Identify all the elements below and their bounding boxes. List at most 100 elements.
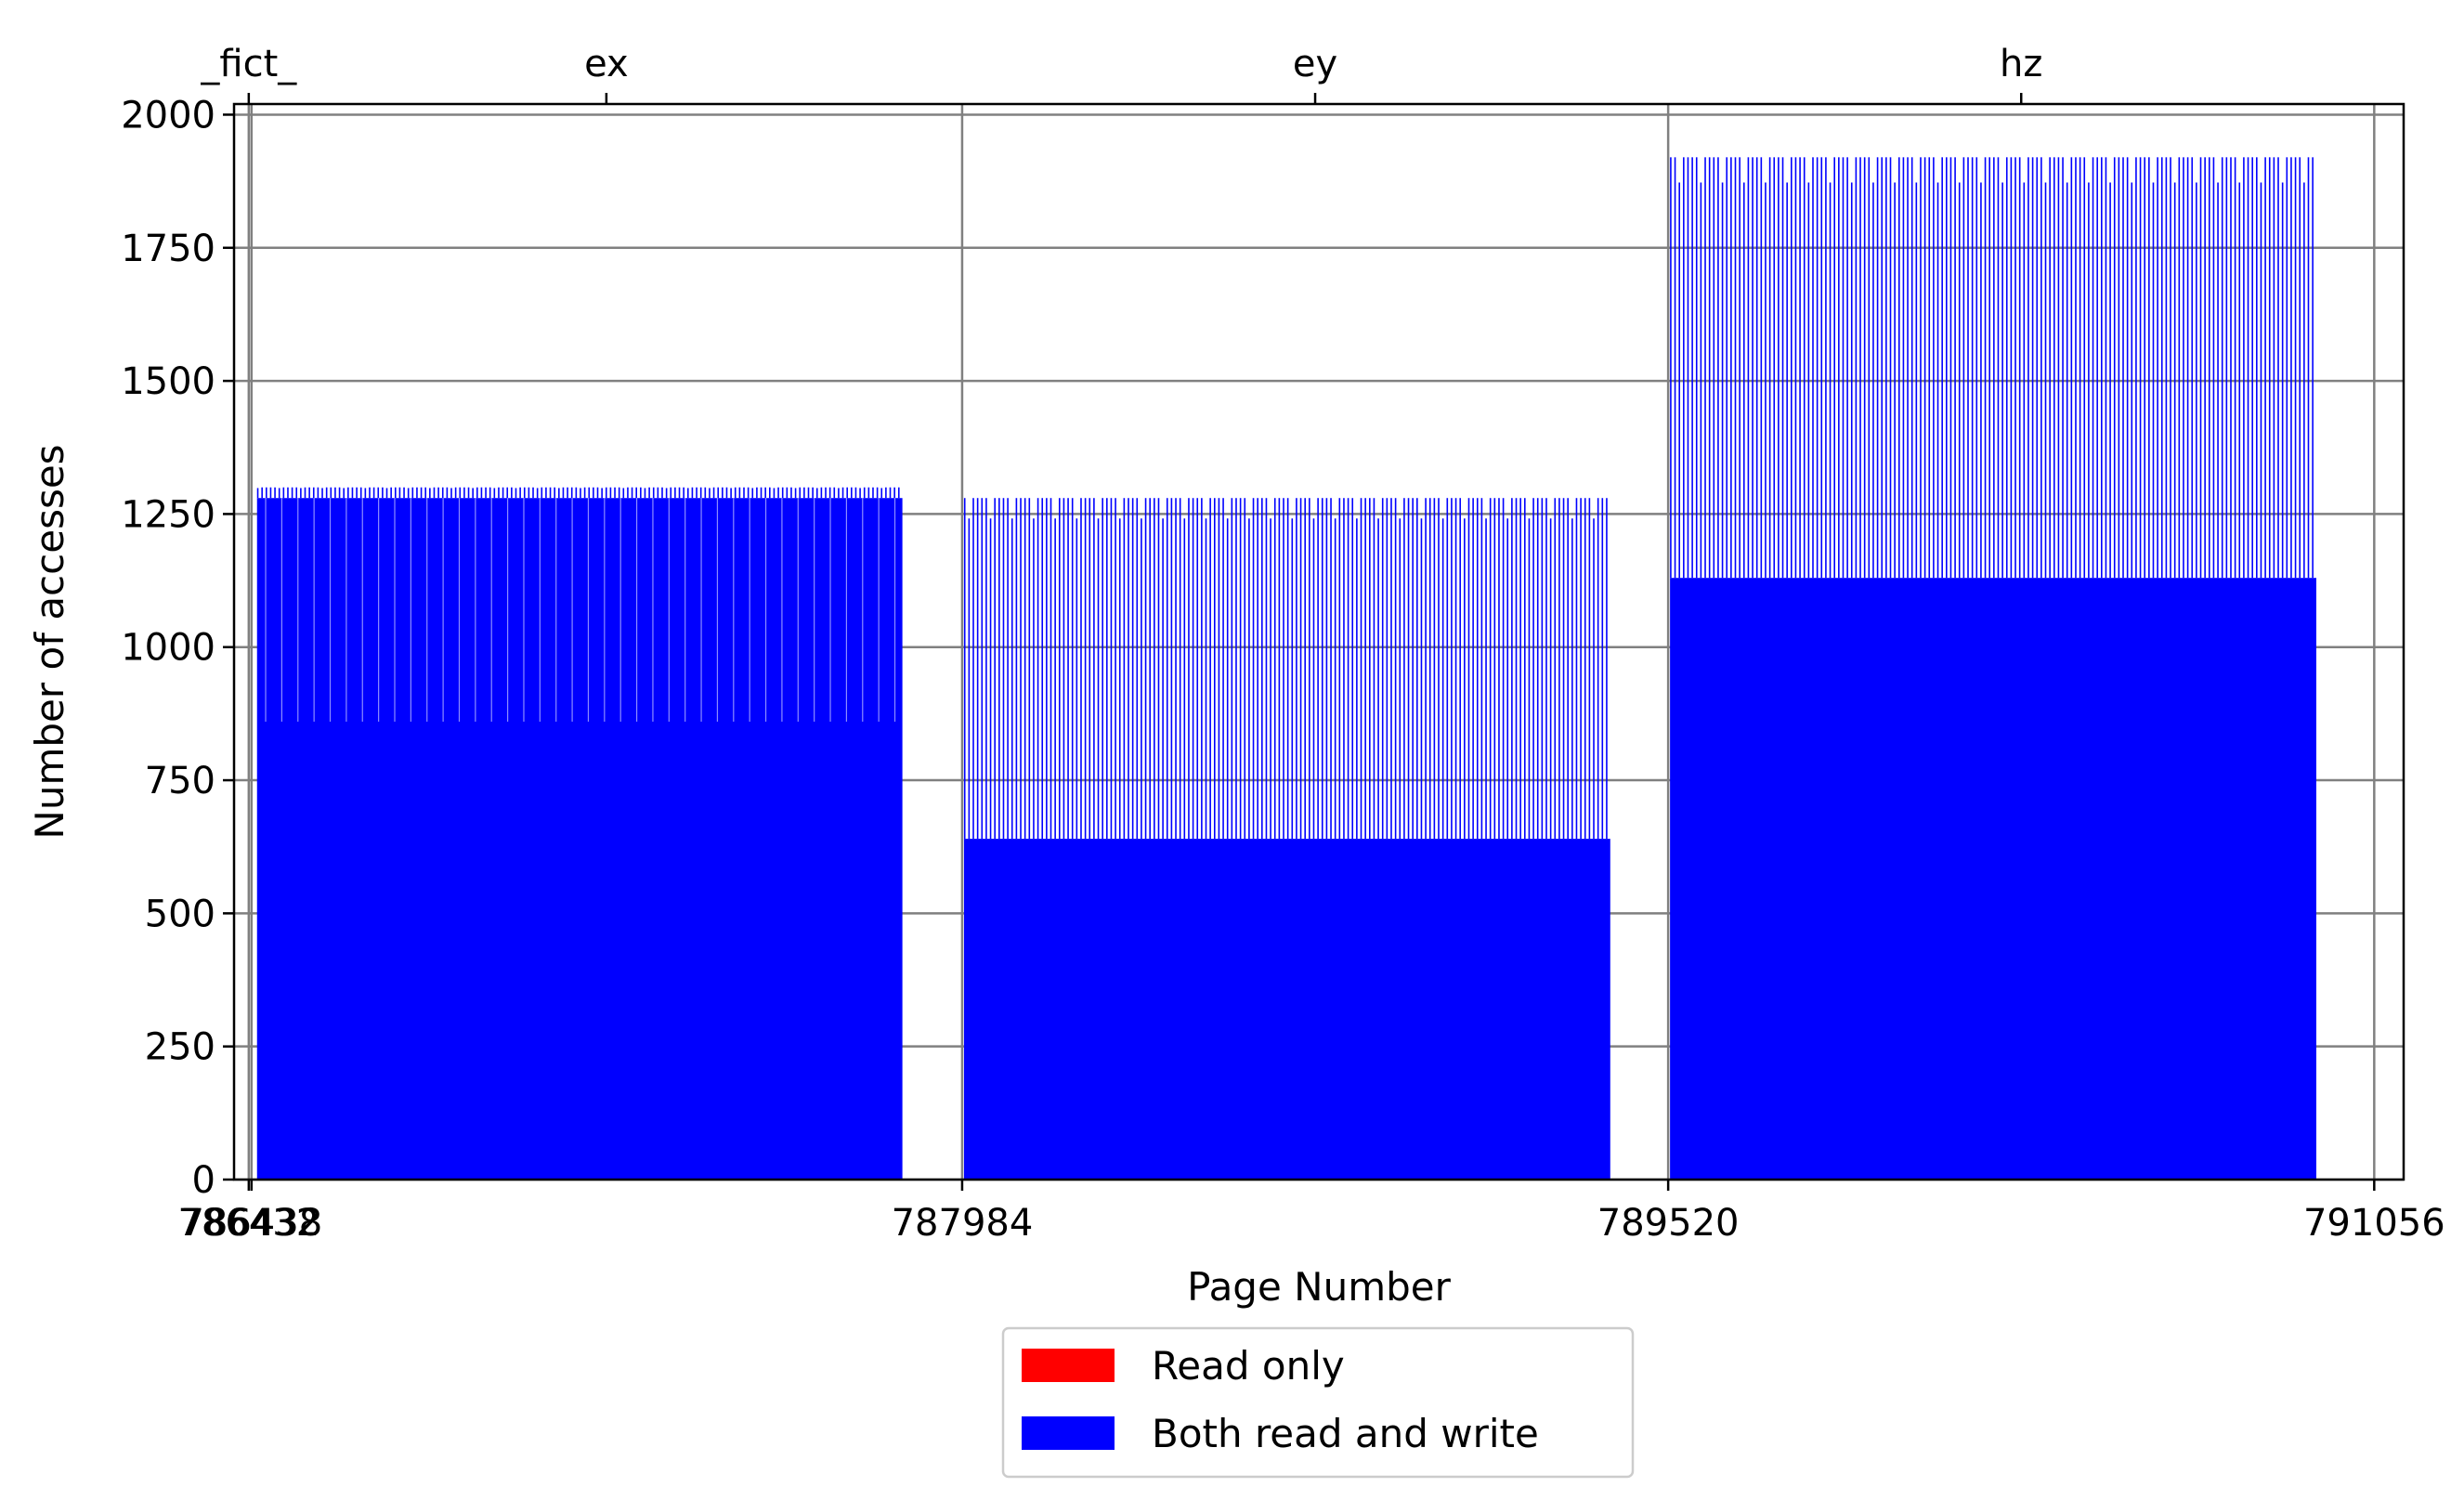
bar [545,487,547,499]
bar [2212,157,2215,579]
bar [1980,182,1982,579]
bar [528,487,530,499]
bar [459,487,462,499]
bar [1606,498,1608,840]
bar [1554,498,1557,840]
bar [1721,182,1724,579]
bar [722,487,724,499]
y-tick-label: 250 [145,1026,215,1069]
bar [790,487,792,499]
bar [2234,157,2236,579]
bar [2031,157,2034,579]
bar [1321,498,1323,840]
bar [812,487,814,499]
bar [2286,157,2288,579]
bar [867,487,870,499]
bar [1928,157,1931,579]
bar [2040,157,2042,579]
bar-block [1670,578,2316,1180]
bar [2290,157,2292,579]
bar [1136,498,1139,840]
bar [433,487,436,499]
bar [1498,498,1500,840]
bar [1115,498,1116,840]
bar [450,488,452,499]
bar [1123,498,1126,840]
bar [476,487,478,499]
y-tick-label: 1250 [121,493,215,536]
bar [1933,157,1935,579]
bar [1889,157,1892,579]
bar [274,487,276,499]
bar [1678,182,1680,579]
bar [1386,498,1388,840]
bar [838,488,840,499]
bar [2118,157,2120,579]
bar [725,487,728,499]
bar [1438,498,1440,840]
bar [730,488,732,499]
bar [1962,157,1965,579]
bar [1076,518,1078,840]
bar [446,487,449,499]
bar [295,487,298,499]
bar [1984,157,1987,579]
bar [549,487,552,499]
bar [1807,182,1810,579]
bar [1270,518,1271,840]
bar [1791,157,1793,579]
bar [1894,182,1896,579]
bar [1218,498,1220,840]
bar [2303,182,2305,579]
bar [686,488,689,499]
legend: Read only Both read and write [1001,1326,1635,1479]
bar [1213,498,1216,840]
bar [1330,498,1332,840]
bar [467,487,470,499]
bar [1046,498,1048,840]
bar [1472,498,1474,840]
bar [1433,498,1436,840]
bar [717,487,720,499]
y-tick-label: 1000 [121,627,215,670]
bar-gap [490,498,492,722]
bar [1755,157,1758,579]
bar [704,487,707,499]
bar [429,488,431,499]
bar-gap [814,498,815,722]
bar [1162,518,1164,840]
bar [622,488,625,499]
bar [523,487,526,499]
bar [674,487,676,499]
bar [1489,498,1492,840]
bar [2113,157,2116,579]
bar [786,487,789,499]
y-tick-label: 750 [145,760,215,802]
bar [1687,157,1689,579]
bar [1020,498,1022,840]
bar [854,487,857,499]
bar [2096,157,2098,579]
x-tick-label: 786432 [177,1202,319,1245]
bar [1902,157,1905,579]
bar [2010,157,2013,579]
bar [1765,182,1767,579]
bar [2005,157,2008,579]
bar [1368,498,1371,840]
bar [515,488,517,499]
bar [1971,157,1974,579]
bar-gap [893,498,896,722]
bar-gap [475,498,476,722]
bar [846,487,848,499]
bar [1222,498,1224,840]
bar [2281,182,2284,579]
bar [317,487,319,499]
bar [1128,498,1129,840]
bar [1967,157,1969,579]
bar [1459,498,1462,840]
bar [1545,498,1547,840]
bar [1467,498,1470,840]
bar [1067,498,1069,840]
bar-gap [764,498,767,722]
bar [609,487,612,499]
